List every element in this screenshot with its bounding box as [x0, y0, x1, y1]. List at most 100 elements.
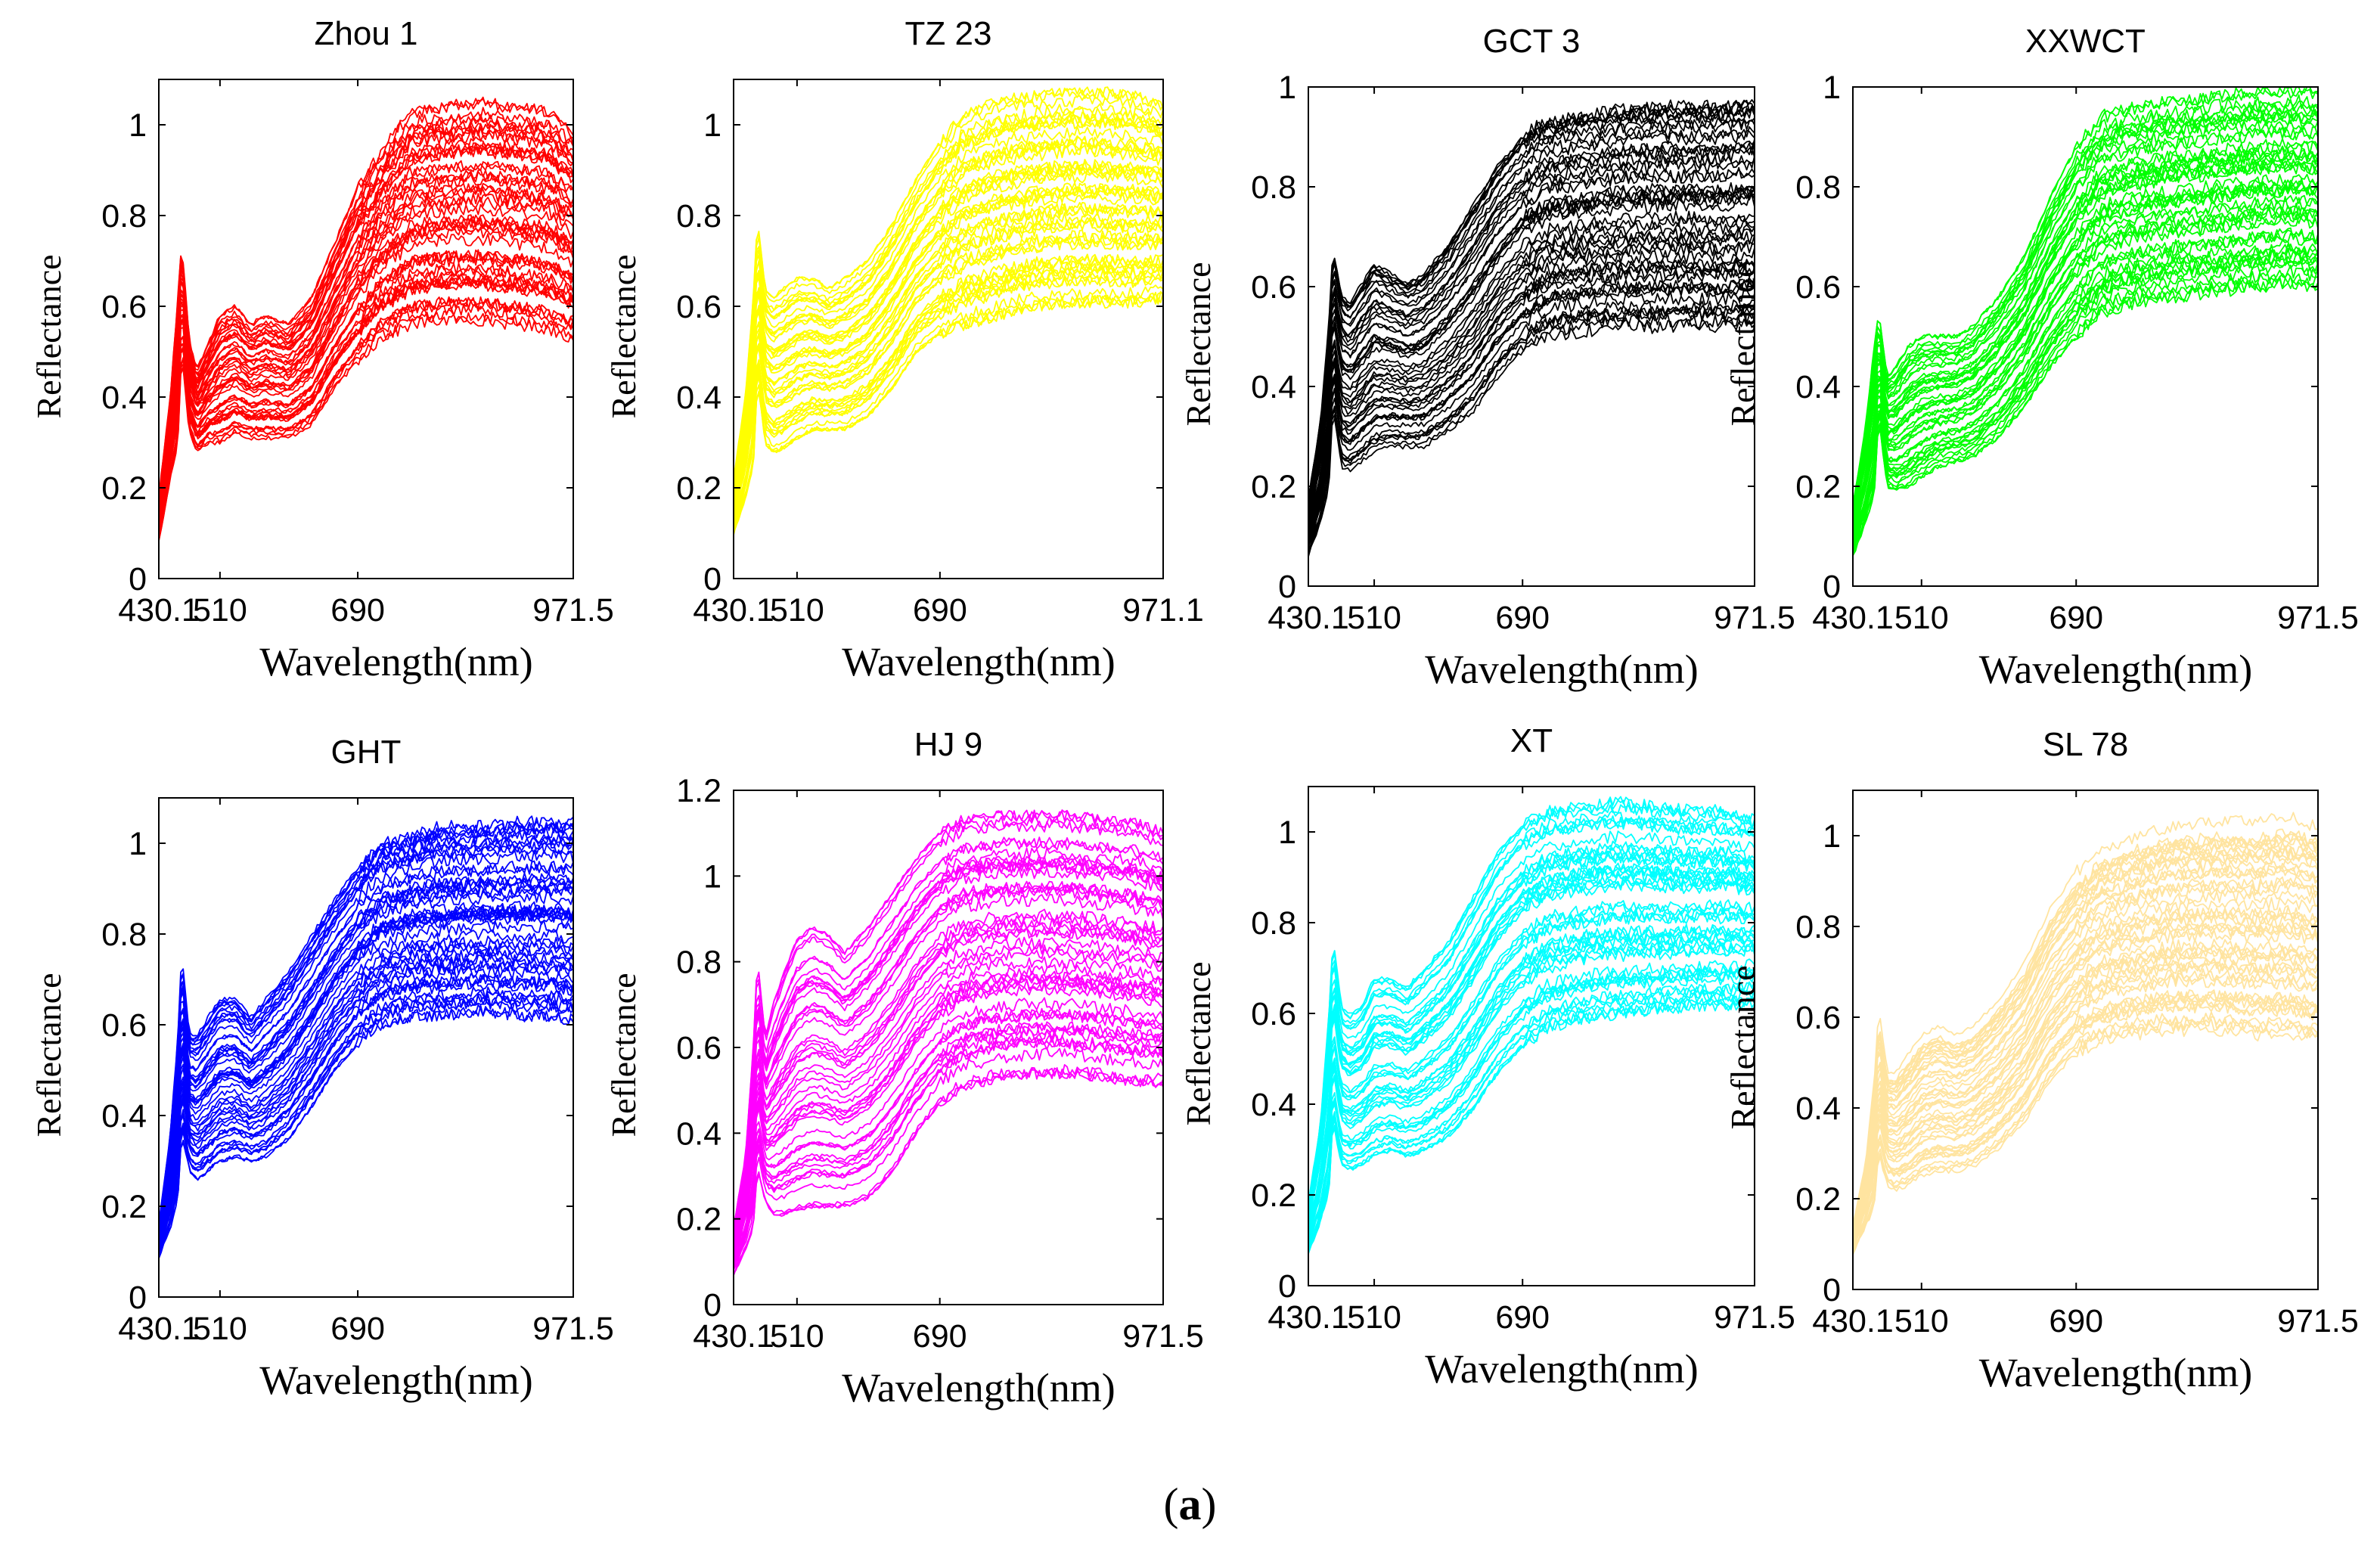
spectral-curve — [1852, 275, 2319, 557]
x-tick-label: 690 — [913, 1318, 967, 1355]
x-tick-label: 690 — [1495, 1299, 1550, 1336]
y-tick-label: 0.8 — [676, 198, 721, 234]
spectral-curve — [1308, 145, 1755, 513]
spectral-curve — [1308, 194, 1755, 523]
spectral-curve — [1308, 923, 1755, 1234]
y-tick-label: 0.8 — [101, 198, 147, 234]
spectral-curve — [1852, 876, 2319, 1235]
spectral-curve — [158, 216, 574, 521]
y-tick-label: 0 — [1278, 569, 1296, 605]
x-tick-label: 430.1 — [1812, 600, 1894, 636]
spectral-curve — [1852, 922, 2319, 1239]
spectral-curve — [1852, 227, 2319, 545]
spectral-curve — [733, 290, 1164, 533]
spectral-curve — [158, 958, 574, 1248]
y-tick-label: 0.6 — [1251, 996, 1296, 1032]
x-tick-label: 430.1 — [693, 592, 774, 628]
spectral-curve — [733, 1047, 1164, 1271]
spectral-curve — [1852, 811, 2319, 1225]
spectral-curve — [733, 924, 1164, 1249]
y-tick-label: 1 — [1823, 70, 1841, 106]
spectral-curve — [158, 309, 574, 541]
x-tick-label: 510 — [1347, 1299, 1401, 1336]
spectral-curve — [158, 966, 574, 1249]
plot-frame — [733, 79, 1164, 579]
spectral-curve — [158, 928, 574, 1243]
spectral-curve — [1852, 173, 2319, 527]
panel-title: XXWCT — [2025, 23, 2146, 60]
y-tick-label: 0.8 — [676, 945, 721, 981]
spectral-curve — [1308, 840, 1755, 1215]
spectral-curve — [1852, 126, 2319, 517]
figure-caption: (a) — [1163, 1479, 1217, 1529]
spectral-curve — [1308, 234, 1755, 538]
spectral-curve — [158, 313, 574, 542]
spectral-curve — [1308, 155, 1755, 516]
y-tick-label: 0.8 — [1795, 169, 1841, 206]
spectral-curve — [158, 901, 574, 1240]
spectral-curve — [1308, 902, 1755, 1232]
panel-title: TZ 23 — [905, 15, 992, 52]
spectral-curve — [733, 982, 1164, 1260]
x-axis-label: Wavelength(nm) — [1979, 1350, 2253, 1395]
spectral-curve — [733, 1066, 1164, 1276]
x-axis-label: Wavelength(nm) — [842, 1365, 1116, 1410]
y-axis-label: Reflectance — [1179, 961, 1218, 1125]
y-tick-label: 0.4 — [101, 1098, 147, 1134]
spectral-curve — [733, 1064, 1164, 1276]
spectral-curve — [1308, 118, 1755, 504]
spectral-curve — [1852, 255, 2319, 553]
spectral-curve — [1308, 168, 1755, 517]
spectral-curve — [1308, 899, 1755, 1230]
spectral-curve — [158, 136, 574, 504]
spectral-curve — [1308, 247, 1755, 538]
spectral-curve — [733, 1038, 1164, 1271]
y-axis-label: Reflectance — [29, 973, 68, 1137]
spectral-curve — [158, 950, 574, 1249]
y-tick-label: 0.6 — [1795, 1000, 1841, 1036]
spectral-curve — [1308, 830, 1755, 1212]
spectral-curve — [158, 835, 574, 1227]
spectral-curve — [733, 926, 1164, 1248]
spectral-curve — [733, 858, 1164, 1237]
plot-frame — [1852, 86, 2319, 587]
spectral-curve — [158, 160, 574, 510]
y-axis-label: Reflectance — [1724, 262, 1762, 426]
spectral-curve — [1308, 259, 1755, 544]
spectral-curve — [733, 836, 1164, 1234]
spectral-curve — [1308, 126, 1755, 509]
spectral-curve — [158, 905, 574, 1242]
y-tick-label: 1 — [129, 826, 147, 862]
spectral-curve — [1308, 268, 1755, 545]
spectral-curves — [733, 86, 1164, 535]
y-tick-label: 1 — [703, 107, 721, 144]
spectral-curves — [158, 96, 574, 542]
spectral-curve — [1308, 939, 1755, 1240]
x-tick-label: 971.5 — [1714, 600, 1795, 636]
spectral-curve — [1852, 951, 2319, 1243]
spectral-curve — [733, 262, 1164, 526]
spectral-curve — [1852, 897, 2319, 1235]
spectral-curve — [1308, 968, 1755, 1246]
y-tick-label: 0.4 — [101, 380, 147, 416]
spectral-curve — [1852, 184, 2319, 532]
spectral-curve — [158, 182, 574, 517]
spectral-curve — [158, 107, 574, 501]
spectral-curve — [1852, 104, 2319, 510]
spectral-curve — [1852, 911, 2319, 1237]
spectral-curve — [1852, 272, 2319, 555]
spectral-curve — [1852, 243, 2319, 549]
spectral-curve — [733, 205, 1164, 512]
spectral-curve — [1852, 999, 2319, 1250]
y-tick-label: 0.4 — [1795, 1091, 1841, 1127]
x-tick-label: 510 — [1894, 1303, 1949, 1339]
y-tick-label: 0 — [703, 1287, 721, 1324]
y-tick-label: 0.4 — [676, 1116, 721, 1152]
spectral-curve — [733, 272, 1164, 530]
y-tick-label: 1 — [703, 858, 721, 895]
y-tick-label: 0 — [1278, 1268, 1296, 1305]
spectral-curve — [733, 880, 1164, 1240]
spectral-curve — [733, 838, 1164, 1234]
spectral-curve — [1308, 129, 1755, 508]
spectral-curve — [733, 103, 1164, 481]
